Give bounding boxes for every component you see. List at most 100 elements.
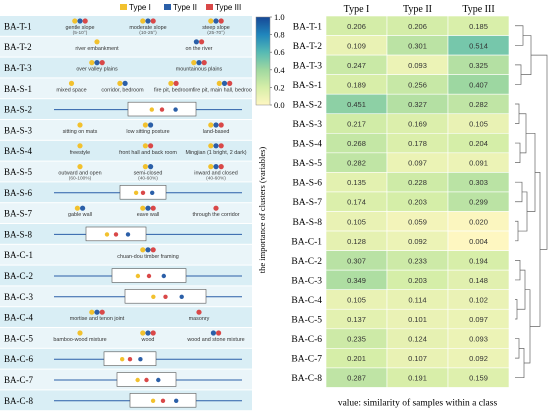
- type-dot: [113, 232, 119, 237]
- cell-value: 0.514: [469, 41, 488, 50]
- feature-label: moderate slope: [129, 25, 166, 31]
- feature-label: eave wall: [137, 212, 159, 218]
- cell-value: 0.092: [408, 237, 427, 246]
- dendrogram-branch: [515, 220, 519, 242]
- type-dot: [140, 247, 146, 253]
- feature-label: bamboo-wood mixture: [53, 337, 106, 343]
- feature-sublabel: (40-60%): [206, 176, 226, 182]
- cell-value: 0.327: [408, 100, 427, 109]
- type-dot: [80, 205, 86, 211]
- cell-value: 0.105: [347, 295, 366, 304]
- row-label: BA-S-1: [292, 81, 322, 91]
- cell-value: 0.091: [469, 159, 488, 168]
- feature-label: through the corridor: [192, 212, 239, 218]
- row-label: BA-S-5: [292, 159, 322, 169]
- cell-value: 0.128: [347, 237, 366, 246]
- row-id: BA-S-2: [4, 105, 32, 115]
- footer-caption: value: similarity of samples within a cl…: [338, 397, 498, 408]
- type-dot: [142, 143, 148, 149]
- dendrogram-branch: [515, 338, 520, 359]
- colorbar-tick-label: 0.4: [274, 65, 285, 75]
- row-id: BA-C-2: [4, 271, 33, 281]
- cell-value: 0.189: [347, 80, 366, 89]
- cell-value: 0.093: [408, 61, 427, 70]
- dendrogram-branch: [518, 191, 528, 232]
- feature-label: front hall and back room: [119, 150, 177, 156]
- type-dot: [145, 247, 151, 253]
- feature-label: on the river: [186, 46, 213, 52]
- feature-label: gentle slope: [65, 25, 94, 31]
- type-dot: [140, 18, 146, 24]
- type-dot: [94, 60, 100, 66]
- row-label: BA-S-8: [292, 218, 322, 228]
- row-background: [0, 328, 252, 348]
- row-id: BA-T-2: [4, 42, 32, 52]
- type-dot: [173, 80, 179, 86]
- row-label: BA-S-2: [292, 100, 322, 110]
- type-dot: [120, 357, 125, 362]
- row-background: [0, 78, 252, 99]
- row-background: [0, 16, 252, 36]
- row-label: BA-T-1: [293, 22, 322, 32]
- type-dot: [138, 357, 143, 362]
- cell-value: 0.349: [347, 276, 366, 285]
- type-dot: [99, 309, 105, 315]
- legend-label: Type I: [129, 3, 151, 12]
- type-dot: [216, 330, 222, 336]
- type-dot: [117, 80, 123, 86]
- type-dot: [163, 294, 168, 299]
- row-id: BA-S-3: [4, 125, 33, 135]
- type-dot: [150, 398, 156, 403]
- type-dot: [77, 330, 83, 336]
- type-dot: [142, 122, 148, 128]
- row-id: BA-C-6: [4, 354, 33, 364]
- cell-value: 0.159: [469, 374, 488, 383]
- type-dot: [213, 122, 219, 128]
- feature-label: wood: [141, 337, 155, 343]
- row-background: [0, 36, 252, 57]
- row-id: BA-S-6: [4, 188, 33, 198]
- type-dot: [125, 232, 131, 237]
- colorbar-title: the importance of clusters (variables): [257, 147, 267, 274]
- cell-value: 0.148: [469, 276, 488, 285]
- type-dot: [77, 164, 83, 170]
- row-id: BA-C-8: [4, 396, 33, 406]
- type-dot: [196, 309, 202, 315]
- dendrogram-branch: [515, 260, 521, 281]
- row-id: BA-S-1: [4, 84, 32, 94]
- type-dot: [208, 18, 214, 24]
- row-label: BA-C-8: [291, 374, 322, 384]
- feature-label: masonry: [189, 316, 210, 322]
- type-dot: [213, 18, 219, 24]
- type-dot: [149, 107, 154, 112]
- row-background: [0, 140, 252, 161]
- cell-value: 0.325: [469, 61, 488, 70]
- type-dot: [208, 164, 214, 170]
- feature-sublabel: (60-100%): [69, 176, 92, 182]
- cell-value: 0.191: [408, 374, 427, 383]
- feature-sublabel: (10-25°): [139, 30, 157, 36]
- feature-label: corridor, bedroom: [101, 87, 144, 93]
- colorbar-tick-label: 1.0: [274, 12, 285, 22]
- cell-value: 0.206: [347, 22, 366, 31]
- type-dot: [94, 309, 100, 315]
- cell-value: 0.097: [469, 315, 488, 324]
- type-dot: [174, 398, 179, 403]
- cell-value: 0.287: [347, 374, 366, 383]
- colorbar-tick-label: 0.8: [274, 30, 285, 40]
- row-label: BA-C-5: [291, 316, 322, 326]
- type-dot: [193, 39, 199, 45]
- cell-value: 0.282: [469, 100, 488, 109]
- type-dot: [142, 164, 148, 170]
- cell-value: 0.135: [347, 178, 366, 187]
- row-label: BA-C-7: [291, 355, 322, 365]
- row-id: BA-T-3: [4, 63, 32, 73]
- feature-label: Mingjian (1 bright, 2 dark): [185, 150, 246, 156]
- feature-label: mortise and tenon joint: [70, 316, 125, 322]
- feature-label: land-based: [203, 129, 230, 135]
- type-dot: [148, 122, 154, 128]
- type-dot: [133, 190, 139, 195]
- type-dot: [159, 107, 165, 112]
- type-dot: [140, 205, 146, 211]
- type-dot: [145, 18, 151, 24]
